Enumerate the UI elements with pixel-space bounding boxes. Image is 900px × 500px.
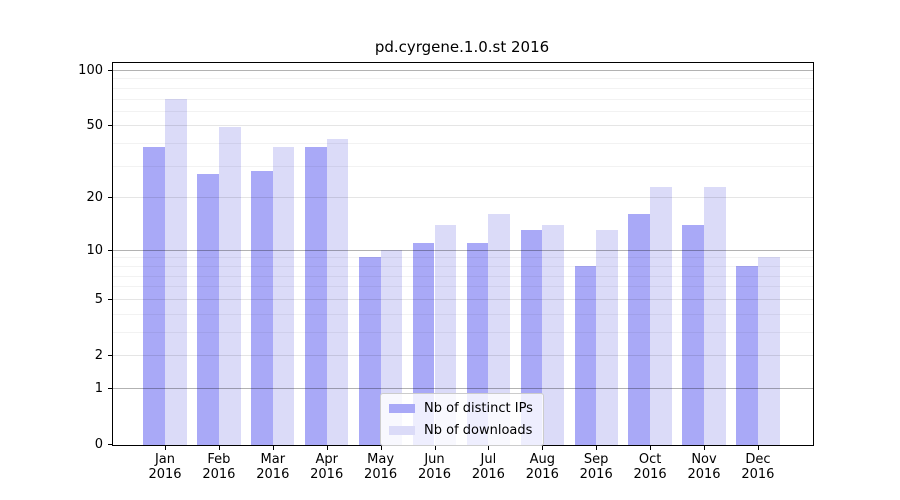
legend-label-distinct-ips: Nb of distinct IPs [424,401,533,416]
y-tick-label: 5 [94,291,103,307]
x-tick-mark [596,446,598,450]
x-tick-label-may: May 2016 [364,452,398,482]
x-tick-label-feb: Feb 2016 [202,452,236,482]
bar-distinct-ips-nov [682,224,704,445]
x-tick-label-sep: Sep 2016 [579,452,613,482]
y-tick-label: 20 [86,190,103,206]
gridline-100 [113,70,813,71]
x-tick-mark [434,446,436,450]
y-tick-mark [108,298,112,300]
gridline-minor [113,98,813,100]
bar-downloads-apr [326,139,349,445]
x-tick-label-nov: Nov 2016 [687,452,721,482]
y-tick-label: 50 [86,118,103,134]
x-tick-label-apr: Apr 2016 [310,452,344,482]
bar-distinct-ips-aug [520,230,543,445]
distinct-ips-swatch-icon [389,404,415,413]
x-tick-label-dec: Dec 2016 [741,452,775,482]
downloads-swatch-icon [389,426,415,435]
gridline-minor [113,78,813,80]
x-tick-mark [757,446,759,450]
bar-downloads-jan [165,98,187,445]
y-tick-mark [108,125,112,127]
legend-row-downloads: Nb of downloads [389,423,533,438]
bar-distinct-ips-feb [197,174,219,445]
legend-label-downloads: Nb of downloads [424,423,533,438]
x-tick-mark [218,446,220,450]
x-tick-label-jan: Jan 2016 [148,452,182,482]
y-tick-mark [108,387,112,389]
y-tick-mark [108,444,112,445]
bar-downloads-jul [488,214,511,445]
bar-distinct-ips-dec [736,265,758,445]
x-tick-mark [704,446,705,450]
y-tick-mark [108,355,112,356]
bar-distinct-ips-apr [305,147,327,445]
y-tick-mark [108,70,112,71]
bar-downloads-sep [596,230,618,445]
bar-downloads-oct [650,186,672,445]
y-tick-label: 1 [94,380,103,396]
legend: Nb of distinct IPs Nb of downloads [380,393,544,446]
x-tick-mark [326,446,328,450]
plot-area: 100 50 20 10 5 2 1 0 Jan 2016 Feb 2016 Mar 2016 Apr 201… [78,62,814,482]
bar-downloads-nov [704,186,726,445]
bar-distinct-ips-jan [143,147,165,445]
y-tick-label: 0 [94,437,103,452]
x-tick-mark [542,446,544,450]
bar-downloads-feb [218,127,241,445]
x-tick-label-jul: Jul 2016 [471,452,505,482]
chart-title: pd.cyrgene.1.0.st 2016 [374,38,550,56]
x-tick-mark [488,446,490,450]
bar-downloads-aug [542,224,564,445]
bar-distinct-ips-sep [574,265,597,445]
bar-distinct-ips-mar [251,171,273,445]
legend-row-distinct-ips: Nb of distinct IPs [389,401,533,416]
gridline-minor [113,110,813,112]
x-tick-mark [272,446,274,450]
y-tick-mark [108,249,112,251]
y-tick-label: 10 [86,242,103,258]
x-tick-mark [165,446,166,450]
bar-downloads-mar [272,147,295,445]
x-tick-mark [380,446,382,450]
x-tick-label-oct: Oct 2016 [633,452,667,482]
bar-downloads-dec [757,257,780,445]
y-tick-label: 2 [94,348,103,363]
x-tick-mark [650,446,652,450]
x-tick-label-mar: Mar 2016 [256,452,290,482]
bar-downloads-jun [434,224,457,445]
y-tick-label: 100 [78,63,103,78]
gridline-minor [113,87,813,89]
bar-distinct-ips-may [358,257,381,445]
y-tick-mark [108,197,112,199]
x-tick-label-aug: Aug 2016 [525,452,559,482]
x-tick-label-jun: Jun 2016 [417,452,452,482]
bar-distinct-ips-oct [628,214,651,445]
